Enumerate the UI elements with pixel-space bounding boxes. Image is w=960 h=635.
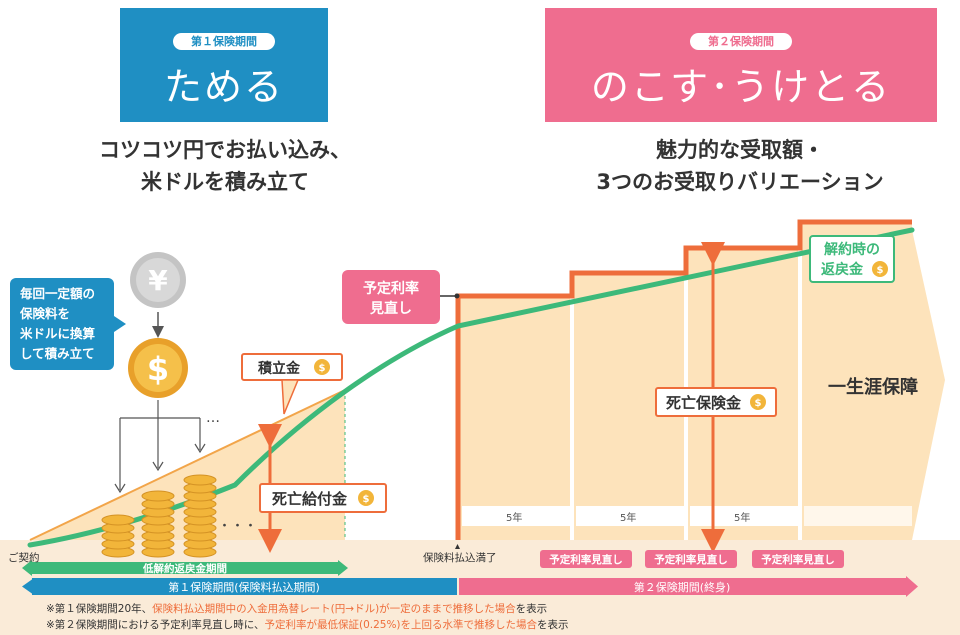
footnote-2-highlight: 予定利率が最低保証(0.25%)を上回る水準で推移した場合 — [264, 619, 538, 631]
death-benefit-label: 死亡給付金 — [272, 490, 348, 508]
accumulation-callout: 積立金 $ — [241, 353, 343, 415]
ellipsis-bottom: ・・・ — [218, 519, 257, 534]
contract-label: ご契約 — [8, 551, 40, 564]
distribution-arrows — [114, 400, 206, 494]
death-insurance-label: 死亡保険金 — [666, 394, 742, 412]
accumulation-edge — [29, 389, 346, 541]
dollar-symbol: $ — [147, 350, 169, 388]
footnote-1-a: ※第１保険期間20年、 — [46, 603, 153, 615]
phase2-tag: 第２保険期間 — [690, 33, 792, 50]
phase1-title: ためる — [163, 65, 284, 109]
footnote-1-highlight: 保険料払込期間中の入金用為替レート(円→ドル)が一定のままで推移した場合 — [152, 603, 516, 615]
rate-review-badge-3-label: 予定利率見直し — [761, 553, 835, 566]
phase1-arrow: 第１保険期間(保険料払込期間) — [22, 578, 457, 595]
yen-coin: ¥ — [130, 252, 186, 308]
five-year-label-1: 5年 — [506, 511, 522, 524]
footnote-2-c: を表示 — [537, 619, 569, 631]
phase1-description: コツコツ円でお払い込み、 米ドルを積み立て — [60, 134, 390, 198]
monthly-line-2: 保険料を — [19, 306, 70, 321]
footnote-2: ※第２保険期間における予定利率見直し時に、予定利率が最低保証(0.25%)を上回… — [46, 617, 569, 632]
accumulation-label: 積立金 — [257, 360, 301, 377]
rate-review-badge-1: 予定利率見直し — [540, 550, 632, 568]
phase2-desc-line2: 3つのお受取りバリエーション — [596, 170, 884, 194]
low-surrender-label: 低解約返戻金期間 — [142, 562, 227, 575]
phase2-description: 魅力的な受取額・ 3つのお受取りバリエーション — [540, 134, 940, 198]
rate-review-line-2: 見直し — [369, 300, 412, 317]
five-year-label-3: 5年 — [734, 511, 750, 524]
monthly-line-1: 毎回一定額の — [20, 286, 95, 301]
rate-review-badge-2: 予定利率見直し — [645, 550, 737, 568]
surrender-callout: 解約時の 返戻金 $ — [809, 235, 895, 283]
five-year-label-2: 5年 — [620, 511, 636, 524]
ellipsis-top: … — [206, 410, 220, 426]
monthly-line-3: 米ドルに換算 — [19, 326, 96, 341]
phase2-arrow: 第２保険期間(終身) — [459, 576, 918, 597]
rate-review-badge-2-label: 予定利率見直し — [654, 553, 728, 566]
rate-review-badge-1-label: 予定利率見直し — [549, 553, 623, 566]
phase1-arrow-label: 第１保険期間(保険料払込期間) — [168, 580, 320, 594]
surrender-dollar-icon: $ — [877, 265, 884, 276]
phase2-desc-line1: 魅力的な受取額・ — [656, 138, 824, 162]
rate-review-callout: 予定利率 見直し — [342, 270, 460, 324]
death-insurance-callout: 死亡保険金 $ — [655, 387, 777, 417]
accumulation-dollar-icon: $ — [319, 363, 326, 374]
rate-review-line-1: 予定利率 — [363, 280, 419, 297]
payment-complete-label: 保険料払込満了 — [423, 551, 497, 564]
coin-stack-2 — [141, 490, 175, 558]
surrender-line-1: 解約時の — [824, 241, 880, 258]
phase2-arrow-label: 第２保険期間(終身) — [634, 580, 731, 594]
lifetime-coverage-label: 一生涯保障 — [828, 376, 918, 398]
payment-complete-marker — [455, 544, 460, 549]
dollar-coin: $ — [128, 338, 188, 398]
phase1-desc-line2: 米ドルを積み立て — [141, 170, 309, 194]
footnote-1: ※第１保険期間20年、保険料払込期間中の入金用為替レート(円→ドル)が一定のまま… — [46, 601, 547, 616]
phase1-tag: 第１保険期間 — [173, 33, 275, 50]
phase2-title: のこす･うけとる — [590, 65, 892, 109]
monthly-line-4: して積み立て — [20, 346, 95, 361]
rate-review-badge-3: 予定利率見直し — [752, 550, 844, 568]
coin-stack-1 — [101, 514, 135, 558]
death-benefit-callout: 死亡給付金 $ — [259, 483, 387, 513]
yen-symbol: ¥ — [148, 264, 168, 297]
low-surrender-band: 低解約返戻金期間 — [22, 560, 348, 576]
death-benefit-dollar-icon: $ — [363, 494, 370, 505]
phase2-header: 第２保険期間 のこす･うけとる — [545, 8, 937, 122]
surrender-line-2: 返戻金 — [821, 261, 864, 278]
phase1-desc-line1: コツコツ円でお払い込み、 — [99, 138, 351, 162]
coin-stacks — [101, 474, 217, 558]
monthly-conversion-box: 毎回一定額の 保険料を 米ドルに換算 して積み立て — [10, 278, 126, 370]
death-insurance-dollar-icon: $ — [755, 398, 762, 409]
death-benefit-step-line — [455, 219, 912, 540]
phase1-header: 第１保険期間 ためる — [120, 8, 328, 122]
footnote-1-c: を表示 — [515, 603, 548, 615]
footnote-2-a: ※第２保険期間における予定利率見直し時に、 — [46, 619, 265, 631]
coin-stack-3 — [183, 474, 217, 558]
